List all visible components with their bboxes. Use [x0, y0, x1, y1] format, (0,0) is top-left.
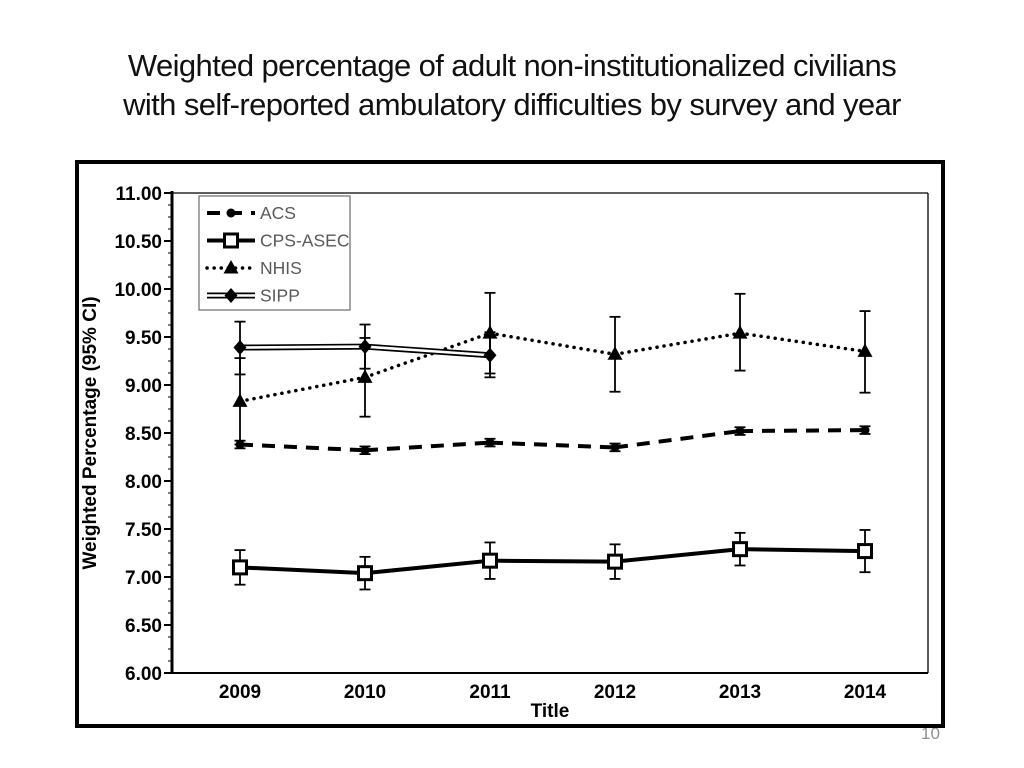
svg-text:10.50: 10.50 — [114, 232, 162, 253]
svg-text:6.50: 6.50 — [125, 616, 162, 637]
slide-title-line1: Weighted percentage of adult non-institu… — [127, 48, 897, 83]
chart-frame: 6.00 6.50 7.00 7.50 8.00 8.50 9.00 9.50 10.00 10.… — [75, 160, 945, 728]
y-axis-title: Weighted Percentage (95% CI) — [80, 296, 101, 569]
slide-title-line2: with self-reported ambulatory difficulti… — [123, 87, 901, 122]
svg-text:11.00: 11.00 — [116, 184, 163, 205]
svg-text:10.00: 10.00 — [114, 280, 162, 301]
legend: ACS CPS-ASEC NHIS SIPP — [198, 195, 351, 311]
y-axis: 6.00 6.50 7.00 7.50 8.00 8.50 9.00 9.50 10.00 10.… — [114, 184, 929, 685]
svg-text:2014: 2014 — [844, 682, 887, 703]
x-axis-title: Title — [531, 701, 570, 722]
series-cps-asec — [232, 541, 873, 582]
page-number: 10 — [921, 724, 940, 743]
svg-text:8.50: 8.50 — [125, 424, 162, 445]
error-bars-nhis — [234, 291, 871, 446]
svg-text:ACS: ACS — [260, 203, 296, 223]
chart-svg: 6.00 6.50 7.00 7.50 8.00 8.50 9.00 9.50 10.00 10.… — [80, 184, 929, 722]
svg-text:6.00: 6.00 — [125, 664, 162, 685]
legend-item-cps-asec: CPS-ASEC — [207, 231, 349, 251]
series-nhis — [232, 325, 873, 407]
legend-item-acs: ACS — [207, 203, 296, 223]
svg-text:7.50: 7.50 — [125, 520, 162, 541]
svg-text:2013: 2013 — [719, 682, 761, 703]
svg-text:Weighted Percentage (95% CI): Weighted Percentage (95% CI) — [80, 296, 101, 569]
legend-item-nhis: NHIS — [205, 258, 302, 278]
slide-title: Weighted percentage of adult non-institu… — [0, 46, 1024, 124]
series-sipp — [233, 339, 497, 363]
svg-text:Title: Title — [531, 701, 570, 722]
svg-text:2012: 2012 — [594, 682, 636, 703]
svg-text:9.50: 9.50 — [125, 328, 162, 349]
svg-text:2009: 2009 — [219, 682, 261, 703]
svg-text:7.00: 7.00 — [125, 568, 162, 589]
svg-text:2011: 2011 — [469, 682, 511, 703]
svg-text:SIPP: SIPP — [260, 286, 300, 306]
svg-text:2010: 2010 — [344, 682, 386, 703]
series-acs — [235, 425, 870, 455]
svg-text:8.00: 8.00 — [125, 472, 162, 493]
svg-text:NHIS: NHIS — [260, 258, 302, 278]
svg-text:9.00: 9.00 — [125, 376, 162, 397]
legend-item-sipp: SIPP — [207, 286, 300, 306]
svg-text:CPS-ASEC: CPS-ASEC — [260, 231, 349, 251]
x-axis: 2009 2010 2011 2012 2013 2014 — [172, 672, 928, 703]
